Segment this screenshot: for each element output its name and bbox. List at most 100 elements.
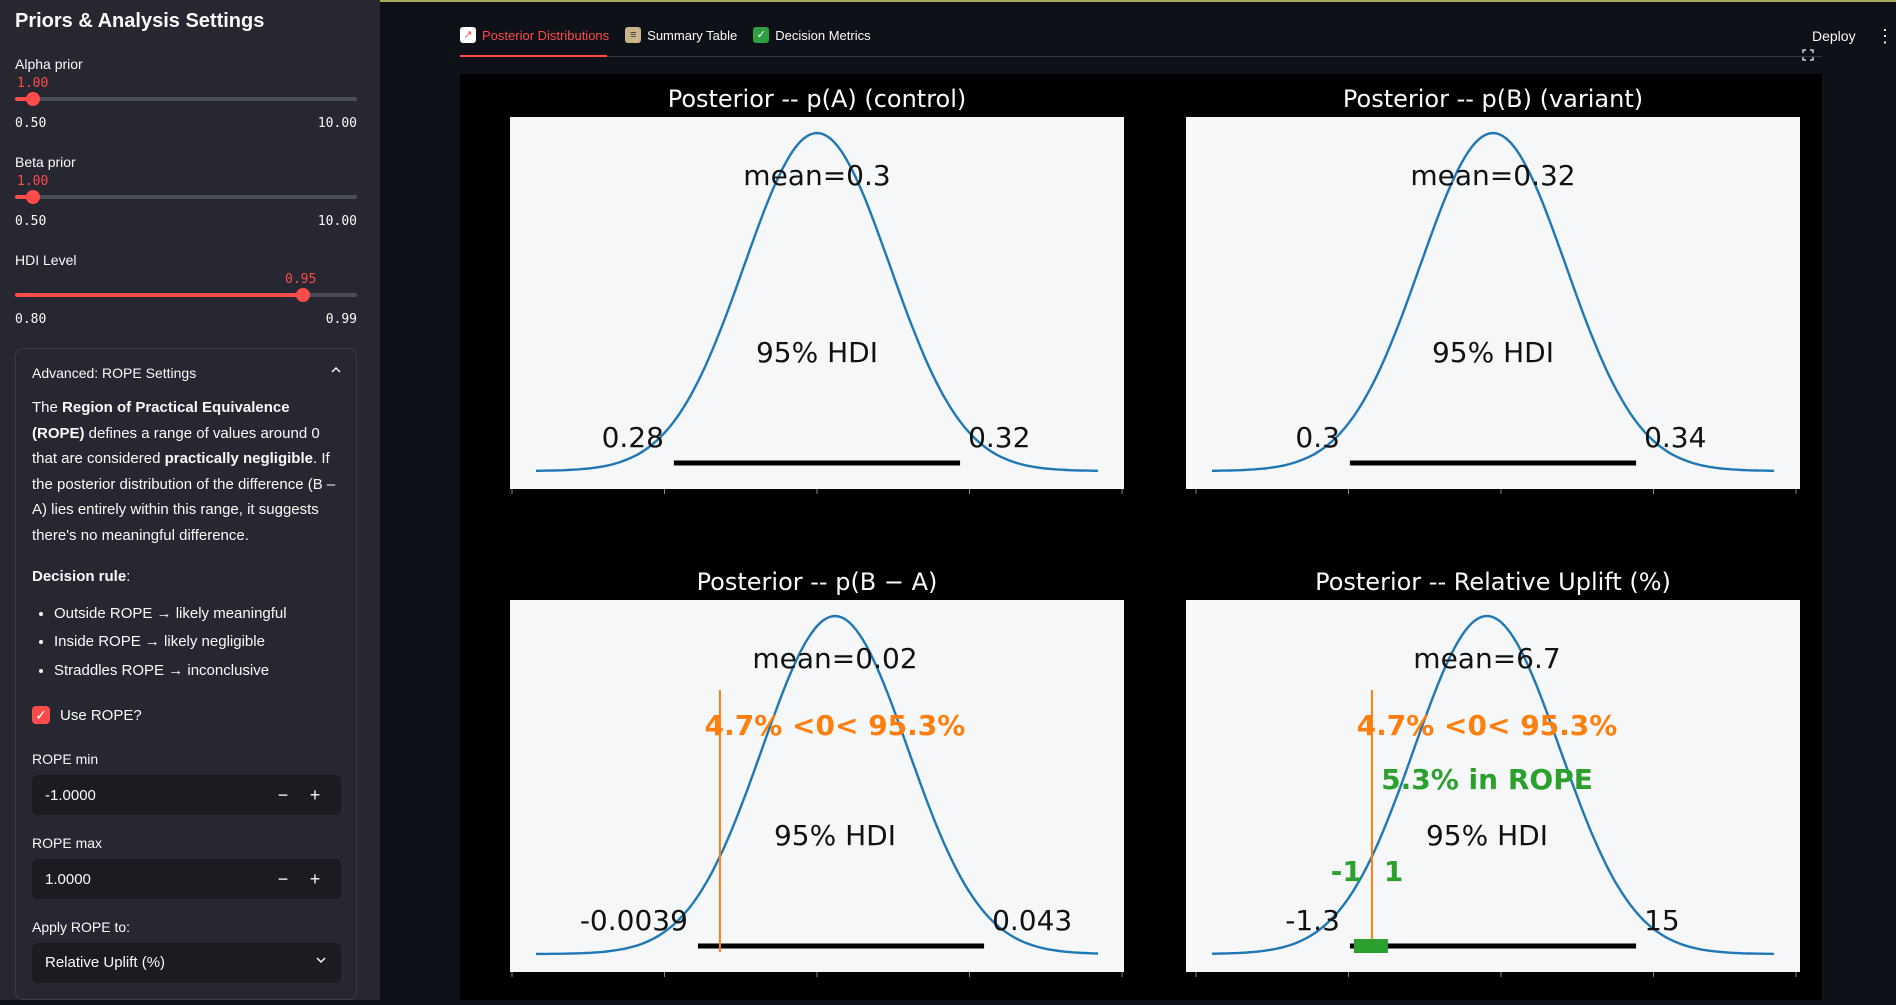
fullscreen-icon[interactable] (1802, 48, 1814, 61)
slider-track[interactable] (15, 97, 357, 101)
slider-thumb[interactable] (26, 190, 40, 204)
rope-probability-label: 5.3% in ROPE (1381, 763, 1593, 796)
slider-track[interactable] (15, 195, 357, 199)
tab-decision-metrics[interactable]: ✓ Decision Metrics (753, 22, 871, 48)
posterior-figure: Posterior -- p(A) (control) mean=0.3 95% H… (460, 74, 1822, 1000)
slider-thumb[interactable] (296, 288, 310, 302)
rope-settings-expander: Advanced: ROPE Settings The Region of Pr… (15, 348, 357, 1000)
sidebar-title: Priors & Analysis Settings (15, 10, 265, 32)
beta-prior-slider[interactable]: Beta prior 1.00 0.50 10.00 (15, 154, 357, 244)
list-item: Straddles ROPE → inconclusive (54, 657, 342, 686)
minus-icon[interactable]: − (277, 785, 289, 805)
posterior-plots-svg: Posterior -- p(A) (control) mean=0.3 95% H… (510, 85, 1800, 977)
tab-label: Decision Metrics (775, 27, 871, 43)
reference-probability-label: 4.7% <0< 95.3% (1357, 709, 1618, 742)
chart-title: Posterior -- p(B) (variant) (1343, 85, 1643, 113)
hdi-high-label: 15 (1644, 904, 1680, 937)
slider-min: 0.50 (15, 214, 47, 229)
rope-min-label: ROPE min (32, 751, 99, 767)
rope-high-label: 1 (1384, 855, 1403, 888)
clipboard-icon: ≡ (625, 27, 642, 43)
slider-value: 0.95 (285, 272, 317, 287)
active-tab-indicator (460, 55, 607, 57)
list-item: Outside ROPE → likely meaningful (54, 600, 342, 629)
tab-summary-table[interactable]: ≡ Summary Table (625, 22, 737, 48)
rope-max-input[interactable] (32, 859, 262, 899)
density-curve (536, 614, 1099, 956)
hdi-high-label: 0.043 (992, 904, 1072, 937)
density-curve (1212, 614, 1775, 956)
rope-bar (1353, 939, 1388, 953)
checkbox-label: Use ROPE? (60, 706, 142, 724)
hdi-level-slider[interactable]: HDI Level 0.95 0.80 0.99 (15, 252, 357, 342)
hdi-high-label: 0.34 (1644, 421, 1706, 454)
tab-label: Posterior Distributions (482, 27, 610, 43)
mean-label: mean=0.3 (743, 159, 890, 192)
tab-label: Summary Table (647, 27, 738, 43)
rope-max-label: ROPE max (32, 835, 103, 851)
chart-title: Posterior -- p(B − A) (697, 568, 938, 596)
apply-rope-select[interactable]: Relative Uplift (%) (32, 943, 341, 983)
apply-rope-label: Apply ROPE to: (32, 919, 131, 935)
hdi-low-label: 0.28 (602, 421, 664, 454)
hdi-low-label: -0.0039 (580, 904, 688, 937)
rope-intro: The Region of Practical Equivalence (ROP… (32, 399, 336, 544)
tab-bar: ↗ Posterior Distributions ≡ Summary Tabl… (460, 22, 887, 48)
plus-icon[interactable]: + (309, 869, 321, 889)
hdi-low-label: -1.3 (1285, 904, 1340, 937)
checkbox-checked-icon[interactable]: ✓ (32, 706, 50, 724)
plus-icon[interactable]: + (309, 785, 321, 805)
rope-description: The Region of Practical Equivalence (ROP… (32, 395, 342, 685)
chart-title: Posterior -- p(A) (control) (668, 85, 967, 113)
hdi-label: 95% HDI (1432, 336, 1554, 369)
slider-value: 1.00 (17, 76, 49, 91)
use-rope-checkbox[interactable]: ✓ Use ROPE? (32, 706, 142, 724)
density-curve (536, 131, 1098, 472)
expander-header[interactable]: Advanced: ROPE Settings (32, 365, 197, 381)
hdi-label: 95% HDI (774, 819, 896, 852)
mean-label: mean=6.7 (1413, 642, 1560, 675)
chart-icon: ↗ (460, 27, 476, 43)
rope-low-label: -1 (1331, 855, 1362, 888)
hdi-high-label: 0.32 (968, 421, 1030, 454)
slider-max: 10.00 (317, 116, 357, 131)
plot-area (510, 600, 1124, 972)
decision-rule-list: Outside ROPE → likely meaningful Inside … (32, 600, 342, 686)
alpha-prior-slider[interactable]: Alpha prior 1.00 0.50 10.00 (15, 56, 357, 146)
minus-icon[interactable]: − (277, 869, 289, 889)
chart-title: Posterior -- Relative Uplift (%) (1315, 568, 1671, 596)
reference-probability-label: 4.7% <0< 95.3% (705, 709, 966, 742)
slider-label: Beta prior (15, 154, 76, 170)
tab-divider (460, 56, 1822, 57)
mean-label: mean=0.02 (752, 642, 917, 675)
slider-max: 10.00 (317, 214, 357, 229)
deploy-button[interactable]: Deploy (1812, 28, 1856, 44)
slider-label: Alpha prior (15, 56, 83, 72)
more-options-icon[interactable]: ⋮ (1876, 26, 1894, 46)
chevron-up-icon[interactable] (330, 363, 342, 379)
check-icon: ✓ (753, 27, 770, 43)
slider-value: 1.00 (17, 174, 49, 189)
hdi-low-label: 0.3 (1295, 421, 1340, 454)
rope-max-field[interactable]: − + (32, 859, 341, 899)
select-value: Relative Uplift (%) (45, 954, 166, 971)
hdi-label: 95% HDI (756, 336, 878, 369)
plot-area (1186, 117, 1800, 489)
chevron-down-icon[interactable] (315, 953, 327, 969)
slider-track[interactable] (15, 293, 357, 297)
decision-rule-heading: Decision rule: (32, 568, 131, 585)
rope-min-input[interactable] (32, 775, 262, 815)
hdi-label: 95% HDI (1426, 819, 1548, 852)
plot-area (1186, 600, 1800, 972)
slider-thumb[interactable] (26, 92, 40, 106)
rope-min-field[interactable]: − + (32, 775, 341, 815)
density-curve (1212, 131, 1774, 472)
tab-posterior-distributions[interactable]: ↗ Posterior Distributions (460, 22, 609, 48)
mean-label: mean=0.32 (1410, 159, 1575, 192)
plot-area (510, 117, 1124, 489)
slider-label: HDI Level (15, 252, 77, 268)
slider-max: 0.99 (325, 312, 357, 327)
slider-min: 0.50 (15, 116, 47, 131)
slider-min: 0.80 (15, 312, 47, 327)
sidebar: Priors & Analysis Settings Alpha prior 1… (0, 0, 380, 1000)
